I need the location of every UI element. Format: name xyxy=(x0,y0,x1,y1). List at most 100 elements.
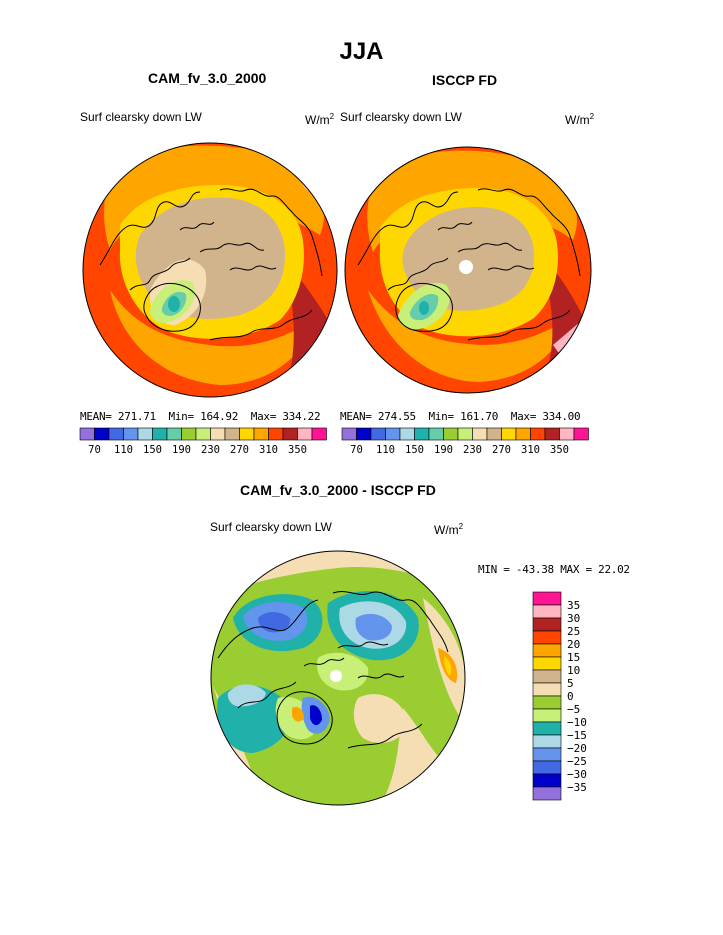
panel2-colorbar-box xyxy=(370,427,386,441)
panel3-colorbar-tick-label: −20 xyxy=(567,742,587,755)
panel1-colorbar-box xyxy=(152,427,168,441)
panel3-colorbar-tick-label: 25 xyxy=(567,625,580,638)
panel3-colorbar-tick-label: −15 xyxy=(567,729,587,742)
panel2-colorbar-box xyxy=(573,427,589,441)
panel1-colorbar-box xyxy=(108,427,124,441)
panel3-colorbar-box xyxy=(532,747,562,762)
panel1-colorbar: 70 110 150 190 230 270 310 350 xyxy=(79,427,327,456)
panel1-colorbar-tick-label: 230 xyxy=(201,444,220,456)
panel3-colorbar-box xyxy=(532,630,562,645)
panel1-colorbar-box xyxy=(253,427,269,441)
panel2-colorbar-box xyxy=(486,427,502,441)
panel2-colorbar: 70 110 150 190 230 270 310 350 xyxy=(341,427,589,456)
panel2-colorbar-tick-label: 70 xyxy=(350,444,363,456)
panel2-colorbar-box xyxy=(472,427,488,441)
panel1-colorbar-tick-label: 190 xyxy=(172,444,191,456)
panel2-max: Max= 334.00 xyxy=(510,410,581,423)
panel2-colorbar-box xyxy=(341,427,357,441)
panel3-title: CAM_fv_3.0_2000 - ISCCP FD xyxy=(240,482,436,498)
panel3-pole-hole xyxy=(330,670,342,682)
panel1-colorbar-box xyxy=(282,427,298,441)
panel3-colorbar-box xyxy=(532,786,562,801)
panel2-mean: MEAN= 274.55 xyxy=(340,410,416,423)
panel2-colorbar-box xyxy=(428,427,444,441)
panel2-colorbar-tick-label: 110 xyxy=(376,444,395,456)
panel3-coastlines xyxy=(217,591,449,749)
panel2-colorbar-box xyxy=(356,427,372,441)
panel3-colorbar-box xyxy=(532,617,562,632)
panel1-colorbar-box xyxy=(195,427,211,441)
panel2-field-band-south xyxy=(368,290,570,382)
panel3-colorbar-box xyxy=(532,708,562,723)
panel2-colorbar-box xyxy=(530,427,546,441)
panel1-colorbar-box xyxy=(311,427,327,441)
panel3-variable-label: Surf clearsky down LW xyxy=(210,520,332,534)
panel2-colorbar-box xyxy=(399,427,415,441)
panel1-max: Max= 334.22 xyxy=(250,410,321,423)
panel3-colorbar-tick-label: 0 xyxy=(567,690,574,703)
panel3-colorbar-tick-label: −30 xyxy=(567,768,587,781)
panel2-colorbar-box xyxy=(501,427,517,441)
panel1-colorbar-tick-label: 270 xyxy=(230,444,249,456)
panel3-colorbar-tick-label: −5 xyxy=(567,703,580,716)
panel2-stats: MEAN= 274.55 Min= 161.70 Max= 334.00 xyxy=(340,410,581,423)
panel2-colorbar-box xyxy=(515,427,531,441)
panel3-polar-map xyxy=(210,550,466,806)
panel3-colorbar-box xyxy=(532,604,562,619)
panel2-colorbar-tick-label: 350 xyxy=(550,444,569,456)
panel3-field-blue-north xyxy=(355,613,392,641)
panel2-map-border xyxy=(344,146,592,394)
panel1-colorbar-box xyxy=(297,427,313,441)
panel2-variable-label: Surf clearsky down LW xyxy=(340,110,462,124)
panel2-colorbar-box xyxy=(457,427,473,441)
panel3-colorbar-tick-label: 10 xyxy=(567,664,580,677)
panel1-mean: MEAN= 271.71 xyxy=(80,410,156,423)
panel1-polar-map xyxy=(82,142,338,398)
panel2-colorbar-box xyxy=(544,427,560,441)
panel3-colorbar-box xyxy=(532,760,562,775)
panel2-colorbar-box xyxy=(385,427,401,441)
panel3-colorbar-tick-label: 15 xyxy=(567,651,580,664)
panel1-colorbar-tick-label: 350 xyxy=(288,444,307,456)
panel1-colorbar-tick-label: 310 xyxy=(259,444,278,456)
panel3-map-border xyxy=(210,550,466,806)
page-title: JJA xyxy=(339,38,384,65)
panel1-colorbar-box xyxy=(239,427,255,441)
panel3-field-darkblue-south xyxy=(310,705,322,726)
panel3-units: W/m2 xyxy=(434,522,464,537)
panel3-colorbar-tick-label: 35 xyxy=(567,599,580,612)
panel3-colorbar-box xyxy=(532,682,562,697)
panel3-colorbar-box xyxy=(532,643,562,658)
panel2-colorbar-tick-label: 150 xyxy=(405,444,424,456)
panel2-pole-hole xyxy=(459,260,473,274)
panel1-colorbar-box xyxy=(79,427,95,441)
panel3-field-lightgreen-center xyxy=(316,652,369,691)
panel3-colorbar-box xyxy=(532,591,562,606)
panel1-colorbar-box xyxy=(137,427,153,441)
panel2-colorbar-tick-label: 230 xyxy=(463,444,482,456)
panel3-field-lightblue-southwest xyxy=(227,684,266,707)
panel2-colorbar-tick-label: 190 xyxy=(434,444,453,456)
panel3-colorbar-box xyxy=(532,669,562,684)
panel3-colorbar-box xyxy=(532,656,562,671)
panel1-title: CAM_fv_3.0_2000 xyxy=(148,70,267,86)
panel3-colorbar-box xyxy=(532,695,562,710)
panel1-min: Min= 164.92 xyxy=(168,410,239,423)
panel3-field-wheat-center xyxy=(353,694,408,743)
panel3-colorbar-tick-label: −10 xyxy=(567,716,587,729)
panel1-colorbar-box xyxy=(210,427,226,441)
panel3-colorbar-tick-label: 20 xyxy=(567,638,580,651)
panel2-colorbar-tick-label: 310 xyxy=(521,444,540,456)
panel3-field-orange-south xyxy=(292,706,304,722)
panel3-colorbar-tick-label: 5 xyxy=(567,677,574,690)
panel1-colorbar-box xyxy=(181,427,197,441)
panel1-colorbar-box xyxy=(166,427,182,441)
panel2-coastlines xyxy=(357,188,581,341)
panel1-colorbar-tick-label: 70 xyxy=(88,444,101,456)
panel2-field-teal xyxy=(419,301,429,315)
panel1-map-border xyxy=(82,142,338,398)
panel3-colorbar-box xyxy=(532,721,562,736)
panel1-colorbar-box xyxy=(94,427,110,441)
panel2-units: W/m2 xyxy=(565,112,595,127)
